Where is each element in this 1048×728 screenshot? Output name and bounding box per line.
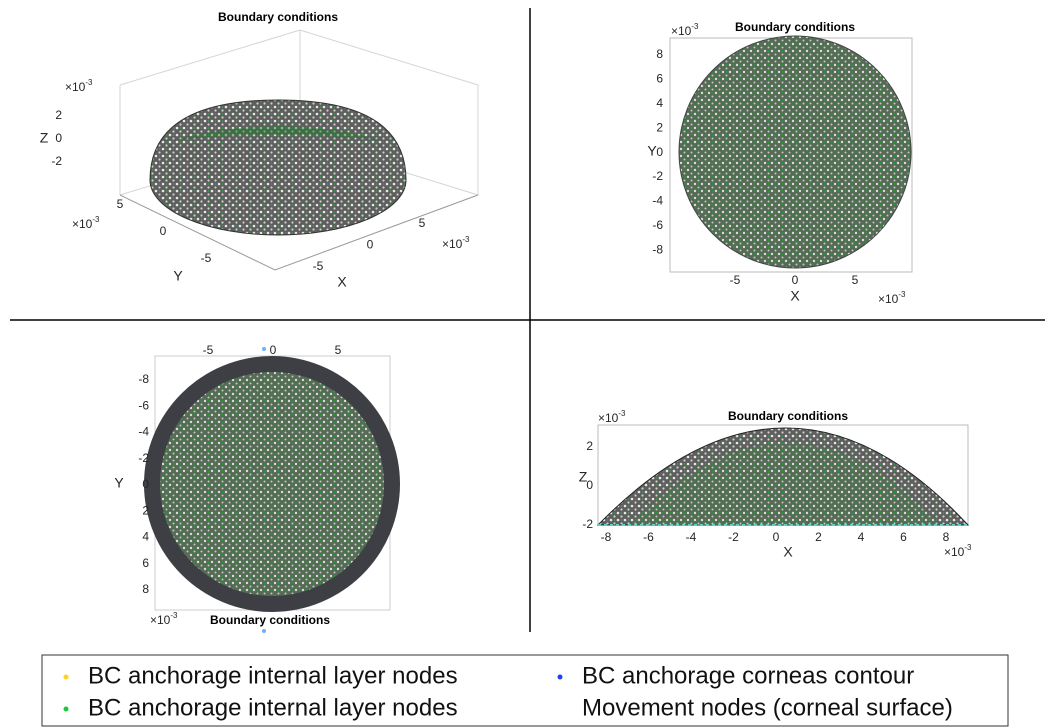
multiplier-base: ×10 [944,545,965,559]
y-tick-label: 2 [142,503,149,517]
y-axis-label: Y [114,475,124,491]
x-tick-label: -6 [643,530,654,544]
x-tick-label: 2 [815,530,822,544]
multiplier-exponent: -3 [170,611,178,620]
legend-marker [63,706,69,712]
y-tick-label: 0 [656,145,663,159]
z-axis-label: Z [579,469,588,485]
panel-title: Boundary conditions [218,10,338,24]
y-tick-label: -2 [652,169,663,183]
z-tick-label: 0 [55,131,62,145]
x-tick-label: 0 [792,273,799,287]
legend-marker [557,706,563,712]
x-axis-label: X [337,274,347,290]
dome-3d [149,99,407,236]
axis-multiplier: ×10-3 [442,235,470,251]
y-axis-label: Y [647,143,657,159]
legend-label: Movement nodes (corneal surface) [582,694,953,721]
z-tick-label: -2 [51,154,62,168]
x-tick-label: -5 [730,273,741,287]
y-tick-label: -8 [138,372,149,386]
y-tick-label: -6 [138,398,149,412]
z-tick-label: 2 [55,108,62,122]
x-tick-label: 4 [858,530,865,544]
y-tick-label: -8 [652,242,663,256]
z-axis-label: Z [40,130,49,146]
axis-multiplier: ×10-3 [150,611,178,627]
legend-box [41,654,1009,727]
y-tick-label: -6 [652,218,663,232]
y-tick-label: 0 [160,224,167,238]
y-axis-label: Y [173,268,183,284]
x-axis-label: X [790,288,800,304]
axis-multiplier: ×10-3 [878,290,906,306]
disc-top [678,35,912,269]
y-tick-label: 8 [656,47,663,61]
multiplier-base: ×10 [65,80,86,94]
multiplier-exponent: -3 [898,290,906,299]
x-tick-label: 0 [367,238,374,252]
multiplier-base: ×10 [878,292,899,306]
x-tick-label: 0 [773,530,780,544]
legend-marker [63,674,69,680]
x-tick-label: 6 [900,530,907,544]
multiplier-exponent: -3 [462,235,470,244]
y-tick-label: -2 [138,451,149,465]
multiplier-exponent: -3 [691,22,699,31]
multiplier-base: ×10 [671,24,692,38]
multiplier-exponent: -3 [92,215,100,224]
y-tick-label: -5 [201,251,212,265]
y-tick-label: 0 [142,477,149,491]
multiplier-base: ×10 [72,217,93,231]
panel-title: Boundary conditions [210,613,330,627]
legend-label: BC anchorage internal layer nodes [88,694,458,721]
multiplier-exponent: -3 [618,409,626,418]
y-tick-label: -4 [652,194,663,208]
y-tick-label: 5 [117,197,124,211]
axis-multiplier: ×10-3 [65,78,93,94]
axis-multiplier: ×10-3 [598,409,626,425]
y-tick-label: 4 [656,96,663,110]
axis-multiplier: ×10-3 [944,543,972,559]
x-tick-label: -8 [601,530,612,544]
z-tick-label: 2 [586,439,593,453]
legend-marker [557,674,563,680]
x-tick-label: 5 [419,216,426,230]
z-tick-label: 0 [586,478,593,492]
y-tick-label: -4 [138,425,149,439]
x-tick-label: -5 [313,259,324,273]
x-tick-label: -4 [686,530,697,544]
x-tick-label: 0 [270,343,277,357]
inner-layer [175,126,381,140]
y-tick-label: 4 [142,530,149,544]
y-tick-label: 8 [142,582,149,596]
x-tick-label: 8 [943,530,950,544]
x-axis-label: X [783,544,793,560]
multiplier-base: ×10 [598,411,619,425]
z-tick-label: -2 [582,517,593,531]
axis-multiplier: ×10-3 [72,215,100,231]
disc-bottom [160,372,384,596]
y-tick-label: 2 [656,120,663,134]
multiplier-base: ×10 [150,613,171,627]
x-tick-label: 5 [335,343,342,357]
contour-node [262,347,266,351]
legend-label: BC anchorage internal layer nodes [88,662,458,689]
panel-title: Boundary conditions [728,409,848,423]
y-tick-label: 6 [142,556,149,570]
multiplier-exponent: -3 [85,78,93,87]
y-tick-label: 6 [656,72,663,86]
legend-label: BC anchorage corneas contour [582,662,914,689]
contour-node [262,629,266,633]
x-tick-label: -2 [728,530,739,544]
multiplier-exponent: -3 [964,543,972,552]
inner-layer [630,442,940,525]
panel-title: Boundary conditions [735,20,855,34]
axis-multiplier: ×10-3 [671,22,699,38]
multiplier-base: ×10 [442,237,463,251]
x-tick-label: -5 [203,343,214,357]
x-tick-label: 5 [852,273,859,287]
